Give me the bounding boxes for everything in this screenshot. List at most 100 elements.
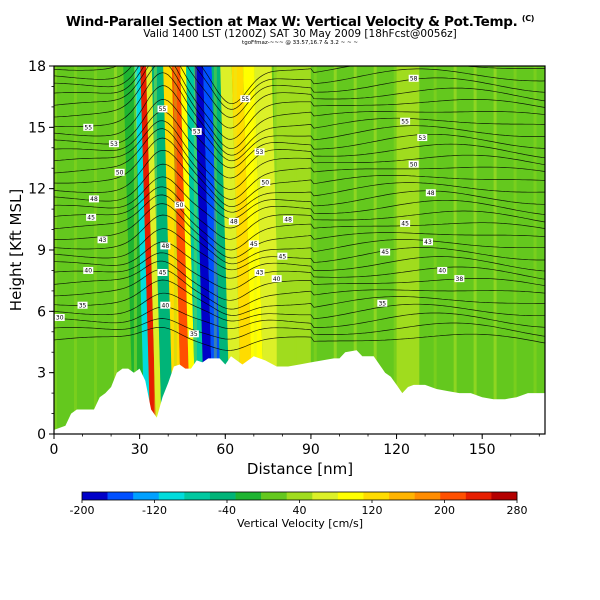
isentrope-label: 50 xyxy=(410,161,418,168)
velocity-streak xyxy=(153,66,157,434)
velocity-band xyxy=(339,66,369,434)
velocity-streak xyxy=(493,66,497,434)
colorbar-swatch xyxy=(440,492,467,500)
isentrope-label-box xyxy=(191,127,202,135)
velocity-band xyxy=(151,66,174,434)
isentrope-label: 53 xyxy=(193,129,201,136)
colorbar-swatch xyxy=(133,492,160,500)
velocity-streak xyxy=(193,66,197,434)
colorbar-swatch xyxy=(158,492,185,500)
x-tick-label: 150 xyxy=(469,442,496,458)
velocity-streak xyxy=(133,66,137,434)
colorbar-swatch xyxy=(363,492,390,500)
colorbar-tick-label: 200 xyxy=(434,504,455,517)
isentrope-line xyxy=(54,279,545,316)
isentrope-line xyxy=(54,99,545,169)
title-block: Wind-Parallel Section at Max W: Vertical… xyxy=(0,14,600,46)
isentrope-label: 35 xyxy=(79,302,87,309)
isentrope-label-box xyxy=(88,195,99,203)
y-tick-label: 12 xyxy=(28,182,46,198)
velocity-streak xyxy=(113,66,117,434)
velocity-streak xyxy=(293,66,297,434)
isentrope-label: 48 xyxy=(427,190,435,197)
colorbar-tick-label: 280 xyxy=(507,504,528,517)
isentrope-label-box xyxy=(271,275,282,283)
isentrope-label-box xyxy=(228,217,239,225)
isentrope-label: 50 xyxy=(116,170,124,177)
velocity-streak xyxy=(433,66,437,434)
terrain-shape xyxy=(54,350,545,434)
isentrope-label: 45 xyxy=(279,253,287,260)
isentrope-label: 55 xyxy=(159,106,167,113)
isentrope-label: 48 xyxy=(90,196,98,203)
velocity-streak xyxy=(393,66,397,434)
x-tick-label: 120 xyxy=(383,442,410,458)
isentrope-label-box xyxy=(240,95,251,103)
isentrope-label-box xyxy=(380,248,391,256)
isentrope-label-box xyxy=(277,252,288,260)
colorbar-swatch xyxy=(491,492,518,500)
isentrope-line xyxy=(54,163,545,220)
isentrope-label: 43 xyxy=(99,237,107,244)
isentrope-line xyxy=(54,85,545,162)
isentrope-label: 53 xyxy=(256,149,264,156)
isentrope-label: 40 xyxy=(84,268,92,275)
isentrope-label-box xyxy=(86,213,97,221)
isentrope-line xyxy=(54,241,545,279)
isentrope-line xyxy=(54,252,545,290)
velocity-band xyxy=(134,66,151,434)
isentrope-label: 45 xyxy=(250,241,258,248)
colorbar-tick-label: -200 xyxy=(70,504,95,517)
velocity-streak xyxy=(333,66,337,434)
isentrope-label-box xyxy=(408,74,419,82)
y-tick-label: 6 xyxy=(37,304,46,320)
velocity-band xyxy=(194,66,214,434)
velocity-streak xyxy=(533,66,537,434)
colorbar-swatch xyxy=(312,492,339,500)
velocity-band xyxy=(171,66,191,434)
x-tick-label: 90 xyxy=(302,442,320,458)
x-tick-label: 30 xyxy=(131,442,149,458)
colorbar-swatch xyxy=(286,492,313,500)
isentrope-label-box xyxy=(454,275,465,283)
colorbar-swatch xyxy=(235,492,262,500)
isentrope-label-box xyxy=(417,134,428,142)
chart-title: Wind-Parallel Section at Max W: Vertical… xyxy=(65,14,535,30)
isentrope-label-box xyxy=(83,266,94,274)
isentrope-label: 40 xyxy=(438,268,446,275)
velocity-band xyxy=(186,66,205,434)
isentrope-label-box xyxy=(400,219,411,227)
colorbar-tick-label: -40 xyxy=(218,504,236,517)
velocity-band xyxy=(180,66,197,434)
velocity-band xyxy=(231,66,254,434)
isentrope-label-box xyxy=(377,299,388,307)
isentrope-line xyxy=(54,66,545,140)
colorbar-swatch xyxy=(107,492,134,500)
velocity-streak xyxy=(373,66,377,434)
velocity-streak xyxy=(253,66,257,434)
vertical-velocity-field xyxy=(54,66,545,434)
axes: 0 30 60 90 120 150 0 3 6 9 12 15 18 xyxy=(28,59,540,458)
velocity-band xyxy=(203,66,222,434)
isentrope-line xyxy=(54,186,545,240)
isentrope-label-box xyxy=(97,236,108,244)
terrain-mask xyxy=(54,350,545,434)
isentrope-line xyxy=(54,203,545,259)
isentrope-label-box xyxy=(254,148,265,156)
isentrope-label: 40 xyxy=(162,302,170,309)
velocity-streak xyxy=(313,66,317,434)
isentrope-label-box xyxy=(425,189,436,197)
isentrope-label: 40 xyxy=(273,276,281,283)
isentrope-label: 53 xyxy=(110,141,118,148)
colorbar-swatch xyxy=(184,492,211,500)
colorbar-tick-label: -120 xyxy=(142,504,167,517)
y-tick-label: 0 xyxy=(37,427,46,443)
velocity-streak xyxy=(273,66,277,434)
isentrope-label: 45 xyxy=(87,214,95,221)
velocity-band xyxy=(510,66,545,434)
colorbar-tick-label: 120 xyxy=(362,504,383,517)
isentrope-label-box xyxy=(437,266,448,274)
isentrope-line xyxy=(54,72,545,156)
isentrope-label: 48 xyxy=(284,217,292,224)
velocity-streak xyxy=(93,66,97,434)
